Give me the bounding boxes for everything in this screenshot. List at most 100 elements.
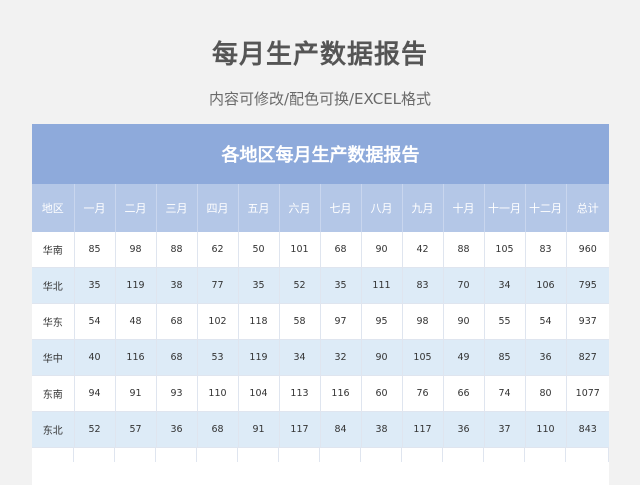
value-cell: 117 bbox=[402, 411, 444, 448]
column-header: 八月 bbox=[361, 184, 403, 232]
total-cell: 843 bbox=[566, 411, 609, 448]
value-cell: 68 bbox=[156, 339, 198, 376]
value-cell: 91 bbox=[238, 411, 280, 448]
column-header: 二月 bbox=[115, 184, 157, 232]
value-cell: 52 bbox=[74, 411, 116, 448]
value-cell: 74 bbox=[484, 375, 526, 412]
production-table: 地区 一月 二月 三月 四月 五月 六月 七月 八月 九月 十月 十一月 十二月 总计 华南 85 98 88 6… bbox=[32, 184, 609, 448]
region-cell: 东北 bbox=[32, 411, 75, 448]
value-cell: 57 bbox=[115, 411, 157, 448]
partial-cell bbox=[320, 448, 361, 462]
value-cell: 90 bbox=[361, 339, 403, 376]
column-header: 地区 bbox=[32, 184, 75, 232]
value-cell: 85 bbox=[74, 232, 116, 268]
region-cell: 华北 bbox=[32, 267, 75, 304]
value-cell: 68 bbox=[197, 411, 239, 448]
partial-cell bbox=[279, 448, 320, 462]
partial-cell bbox=[484, 448, 525, 462]
value-cell: 98 bbox=[115, 232, 157, 268]
partial-cell bbox=[443, 448, 484, 462]
value-cell: 68 bbox=[320, 232, 362, 268]
value-cell: 76 bbox=[402, 375, 444, 412]
column-header: 六月 bbox=[279, 184, 321, 232]
value-cell: 97 bbox=[320, 303, 362, 340]
value-cell: 116 bbox=[115, 339, 157, 376]
value-cell: 62 bbox=[197, 232, 239, 268]
partial-cell bbox=[238, 448, 279, 462]
value-cell: 77 bbox=[197, 267, 239, 304]
value-cell: 106 bbox=[525, 267, 567, 304]
value-cell: 95 bbox=[361, 303, 403, 340]
value-cell: 54 bbox=[525, 303, 567, 340]
page-subtitle: 内容可修改/配色可换/EXCEL格式 bbox=[208, 90, 432, 108]
column-header: 九月 bbox=[402, 184, 444, 232]
value-cell: 58 bbox=[279, 303, 321, 340]
value-cell: 37 bbox=[484, 411, 526, 448]
column-header: 十一月 bbox=[484, 184, 526, 232]
value-cell: 119 bbox=[115, 267, 157, 304]
table-row: 华北 35 119 38 77 35 52 35 111 83 70 34 106 795 bbox=[32, 267, 609, 304]
column-header: 总计 bbox=[566, 184, 609, 232]
value-cell: 38 bbox=[156, 267, 198, 304]
value-cell: 110 bbox=[525, 411, 567, 448]
partial-cell bbox=[566, 448, 609, 462]
region-cell: 华中 bbox=[32, 339, 75, 376]
value-cell: 36 bbox=[525, 339, 567, 376]
partial-cell bbox=[361, 448, 402, 462]
value-cell: 34 bbox=[279, 339, 321, 376]
column-header: 一月 bbox=[74, 184, 116, 232]
value-cell: 53 bbox=[197, 339, 239, 376]
value-cell: 117 bbox=[279, 411, 321, 448]
column-header: 四月 bbox=[197, 184, 239, 232]
value-cell: 84 bbox=[320, 411, 362, 448]
total-cell: 937 bbox=[566, 303, 609, 340]
region-cell: 东南 bbox=[32, 375, 75, 412]
value-cell: 48 bbox=[115, 303, 157, 340]
value-cell: 54 bbox=[74, 303, 116, 340]
value-cell: 91 bbox=[115, 375, 157, 412]
value-cell: 94 bbox=[74, 375, 116, 412]
value-cell: 98 bbox=[402, 303, 444, 340]
value-cell: 113 bbox=[279, 375, 321, 412]
value-cell: 50 bbox=[238, 232, 280, 268]
table-row: 东北 52 57 36 68 91 117 84 38 117 36 37 110 843 bbox=[32, 411, 609, 448]
table-row-partial bbox=[32, 448, 609, 462]
value-cell: 36 bbox=[443, 411, 485, 448]
total-cell: 1077 bbox=[566, 375, 609, 412]
partial-cell bbox=[197, 448, 238, 462]
value-cell: 83 bbox=[402, 267, 444, 304]
value-cell: 42 bbox=[402, 232, 444, 268]
value-cell: 118 bbox=[238, 303, 280, 340]
total-cell: 827 bbox=[566, 339, 609, 376]
partial-cell bbox=[156, 448, 197, 462]
value-cell: 88 bbox=[156, 232, 198, 268]
value-cell: 55 bbox=[484, 303, 526, 340]
table-title-banner: 各地区每月生产数据报告 bbox=[32, 124, 609, 184]
value-cell: 32 bbox=[320, 339, 362, 376]
value-cell: 104 bbox=[238, 375, 280, 412]
value-cell: 34 bbox=[484, 267, 526, 304]
header-row: 地区 一月 二月 三月 四月 五月 六月 七月 八月 九月 十月 十一月 十二月 总计 bbox=[32, 184, 609, 232]
column-header: 三月 bbox=[156, 184, 198, 232]
value-cell: 36 bbox=[156, 411, 198, 448]
value-cell: 35 bbox=[238, 267, 280, 304]
value-cell: 119 bbox=[238, 339, 280, 376]
partial-cell bbox=[74, 448, 115, 462]
column-header: 五月 bbox=[238, 184, 280, 232]
value-cell: 49 bbox=[443, 339, 485, 376]
value-cell: 70 bbox=[443, 267, 485, 304]
partial-cell bbox=[525, 448, 566, 462]
table-row: 东南 94 91 93 110 104 113 116 60 76 66 74 80 1077 bbox=[32, 375, 609, 412]
value-cell: 83 bbox=[525, 232, 567, 268]
column-header: 十月 bbox=[443, 184, 485, 232]
value-cell: 105 bbox=[402, 339, 444, 376]
value-cell: 60 bbox=[361, 375, 403, 412]
column-header: 十二月 bbox=[525, 184, 567, 232]
total-cell: 960 bbox=[566, 232, 609, 268]
page-title: 每月生产数据报告 bbox=[211, 40, 428, 70]
column-header: 七月 bbox=[320, 184, 362, 232]
spreadsheet: 各地区每月生产数据报告 地区 一月 二月 三月 四月 五月 六月 七月 八月 九月 十月 十一月 十二月… bbox=[32, 124, 609, 485]
region-cell: 华南 bbox=[32, 232, 75, 268]
value-cell: 102 bbox=[197, 303, 239, 340]
total-cell: 795 bbox=[566, 267, 609, 304]
